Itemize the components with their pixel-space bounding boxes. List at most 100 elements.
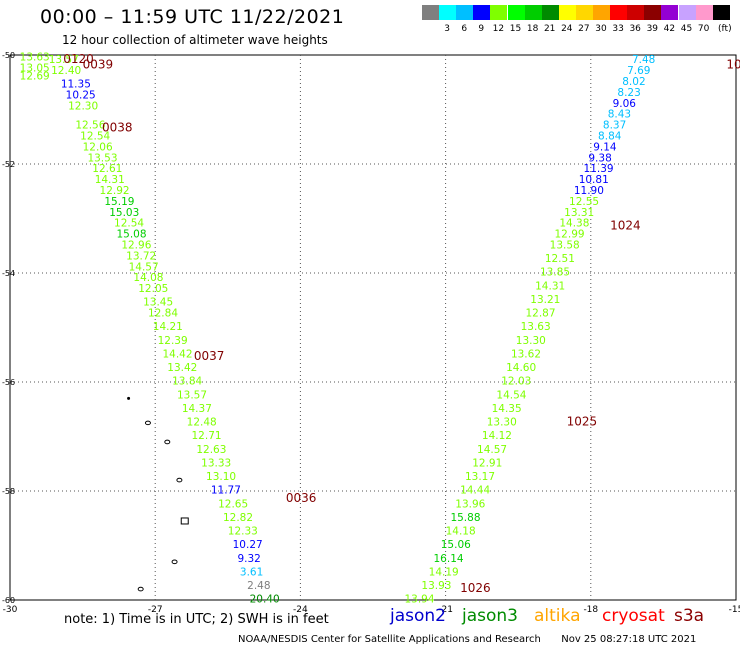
wave-height-value: 12.39: [158, 335, 188, 347]
scale-label: 70: [697, 24, 710, 34]
wave-height-value: 14.19: [429, 566, 459, 578]
scale-swatch: [541, 5, 559, 20]
scale-swatch: [593, 5, 610, 20]
wave-height-value: 15.88: [450, 512, 480, 524]
latitude-tick-label: -60: [2, 596, 15, 605]
scale-swatch: [456, 5, 474, 20]
wave-height-value: 13.17: [465, 471, 495, 483]
scale-swatch: [627, 5, 645, 20]
wave-height-value: 14.31: [95, 174, 125, 186]
wave-height-value: 14.31: [535, 280, 565, 292]
wave-height-value: 13.94: [404, 594, 434, 606]
wave-height-value: 14.42: [162, 348, 192, 360]
wave-height-value: 8.02: [622, 76, 645, 88]
scale-label: 24: [561, 24, 573, 34]
scale-label: 30: [595, 24, 607, 34]
scale-unit: (ft): [718, 24, 732, 34]
longitude-tick-label: -27: [148, 605, 163, 615]
wave-height-value: 8.23: [617, 87, 640, 99]
pass-time-label: 0037: [194, 349, 225, 363]
wave-height-value: 9.14: [593, 141, 617, 153]
scale-swatch: [558, 5, 576, 20]
wave-height-value: 7.69: [627, 65, 650, 77]
longitude-tick-label: -24: [293, 605, 308, 615]
pass-time-label: 0036: [286, 491, 317, 505]
wave-height-value: 10.25: [66, 90, 96, 102]
footer-credit: NOAA/NESDIS Center for Satellite Applica…: [238, 634, 696, 645]
wave-height-value: 10.81: [579, 174, 609, 186]
wave-height-value: 11.90: [574, 185, 604, 197]
pass-time-label: 1026: [460, 581, 491, 595]
wave-height-value: 2.48: [247, 580, 270, 592]
scale-swatch: [507, 5, 525, 20]
scale-label: 6: [461, 24, 468, 34]
island-outline: [164, 439, 171, 445]
footer-note: note: 1) Time is in UTC; 2) SWH is in fe…: [64, 612, 329, 627]
wave-height-value: 13.62: [511, 348, 541, 360]
longitude-tick-label: -18: [583, 605, 598, 615]
wave-height-value: 12.87: [525, 308, 555, 320]
pass-time-label: 0038: [102, 120, 133, 134]
wave-height-value: 12.96: [121, 239, 151, 251]
scale-label: 12: [492, 24, 505, 34]
wave-height-value: 13.57: [49, 54, 79, 66]
island-outline: [171, 559, 178, 565]
scale-label: 33: [612, 24, 624, 34]
scale-label: 15: [509, 24, 522, 34]
wave-height-value: 12.51: [545, 253, 575, 265]
wave-height-value: 14.18: [446, 526, 476, 538]
scale-label: 18: [526, 24, 539, 34]
scale-swatch: [524, 5, 542, 20]
wave-height-value: 8.43: [608, 109, 631, 121]
scale-swatch: [661, 5, 679, 20]
wave-height-value: 13.96: [455, 498, 485, 510]
wave-height-value: 12.56: [75, 120, 105, 132]
wave-height-value: 12.92: [100, 185, 130, 197]
scale-swatch: [422, 5, 439, 20]
wave-height-value: 12.55: [569, 196, 599, 208]
wave-height-value: 14.35: [492, 403, 522, 415]
wave-height-value: 13.53: [87, 152, 117, 164]
wave-height-value: 13.30: [487, 417, 517, 429]
wave-height-value: 12.54: [114, 218, 144, 230]
scale-label: 9: [478, 24, 485, 34]
wave-height-value: 14.57: [477, 444, 507, 456]
wave-height-value: 11.35: [61, 79, 91, 91]
island-outline: [176, 477, 183, 483]
island-outline: [144, 420, 151, 426]
scale-swatch: [695, 5, 713, 20]
wave-height-value: 14.44: [460, 485, 490, 497]
wave-height-value: 8.37: [603, 120, 626, 132]
scale-swatch: [644, 5, 662, 20]
wave-height-value: 13.63: [20, 51, 50, 63]
wave-height-value: 14.12: [482, 430, 512, 442]
latitude-tick-label: -58: [2, 487, 15, 496]
wave-height-value: 12.61: [92, 163, 122, 175]
longitude-tick-label: -21: [438, 605, 453, 615]
wave-height-value: 11.77: [211, 485, 241, 497]
footer-sources: NOAA/NESDIS Center for Satellite Applica…: [238, 634, 541, 645]
pass-time-label: 102: [726, 58, 740, 72]
wave-height-value: 12.69: [20, 71, 50, 83]
wave-height-value: 7.48: [632, 54, 655, 66]
wave-height-value: 15.19: [104, 196, 134, 208]
pass-time-label: 1025: [567, 415, 598, 429]
latitude-tick-label: -54: [2, 269, 15, 278]
wave-height-value: 10.27: [233, 539, 263, 551]
satellite-name: jason3: [462, 606, 518, 626]
satellite-name: jason2: [390, 606, 446, 626]
wave-height-value: 14.57: [129, 261, 159, 273]
pass-time-label: 0039: [83, 58, 114, 72]
wave-height-value: 20.40: [250, 594, 280, 606]
satellite-name: s3a: [674, 606, 705, 626]
wave-height-value: 9.32: [237, 553, 260, 565]
wave-height-value: 13.31: [564, 207, 594, 219]
longitude-tick-label: -15: [729, 605, 740, 615]
scale-label: 36: [629, 24, 641, 34]
wave-height-value: 12.99: [555, 229, 585, 241]
wave-height-value: 9.06: [613, 98, 637, 110]
footer-timestamp: Nov 25 08:27:18 UTC 2021: [561, 634, 697, 645]
wave-height-value: 13.57: [177, 389, 207, 401]
wave-height-value: 13.42: [167, 362, 197, 374]
